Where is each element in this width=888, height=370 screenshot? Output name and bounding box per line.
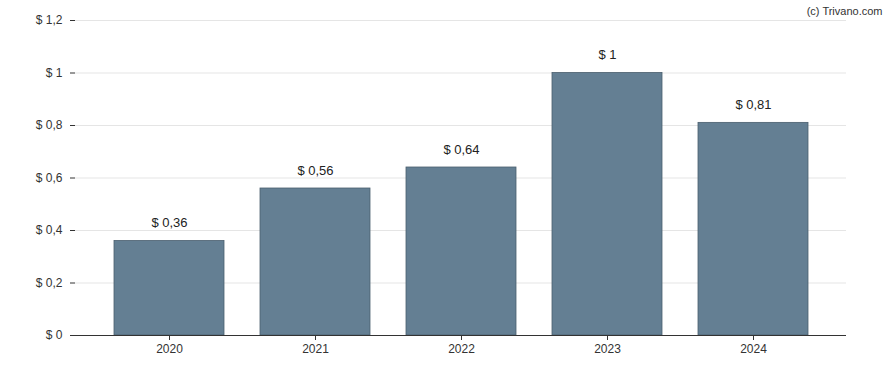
svg-text:$ 1,2: $ 1,2 bbox=[36, 13, 63, 27]
svg-text:$ 0,4: $ 0,4 bbox=[36, 223, 63, 237]
svg-text:(c) Trivano.com: (c) Trivano.com bbox=[807, 5, 883, 17]
svg-text:2023: 2023 bbox=[594, 342, 621, 356]
svg-text:$ 0,56: $ 0,56 bbox=[297, 163, 333, 178]
svg-text:$ 0,81: $ 0,81 bbox=[735, 97, 771, 112]
svg-text:2020: 2020 bbox=[156, 342, 183, 356]
svg-text:$ 0,6: $ 0,6 bbox=[36, 171, 63, 185]
svg-text:$ 0: $ 0 bbox=[46, 328, 63, 342]
svg-text:2024: 2024 bbox=[740, 342, 767, 356]
svg-text:$ 0,64: $ 0,64 bbox=[443, 142, 479, 157]
svg-text:$ 0,36: $ 0,36 bbox=[151, 215, 187, 230]
svg-text:$ 1: $ 1 bbox=[598, 47, 616, 62]
svg-text:$ 0,2: $ 0,2 bbox=[36, 276, 63, 290]
svg-text:2022: 2022 bbox=[448, 342, 475, 356]
svg-text:2021: 2021 bbox=[302, 342, 329, 356]
svg-text:$ 0,8: $ 0,8 bbox=[36, 118, 63, 132]
svg-text:$ 1: $ 1 bbox=[46, 66, 63, 80]
